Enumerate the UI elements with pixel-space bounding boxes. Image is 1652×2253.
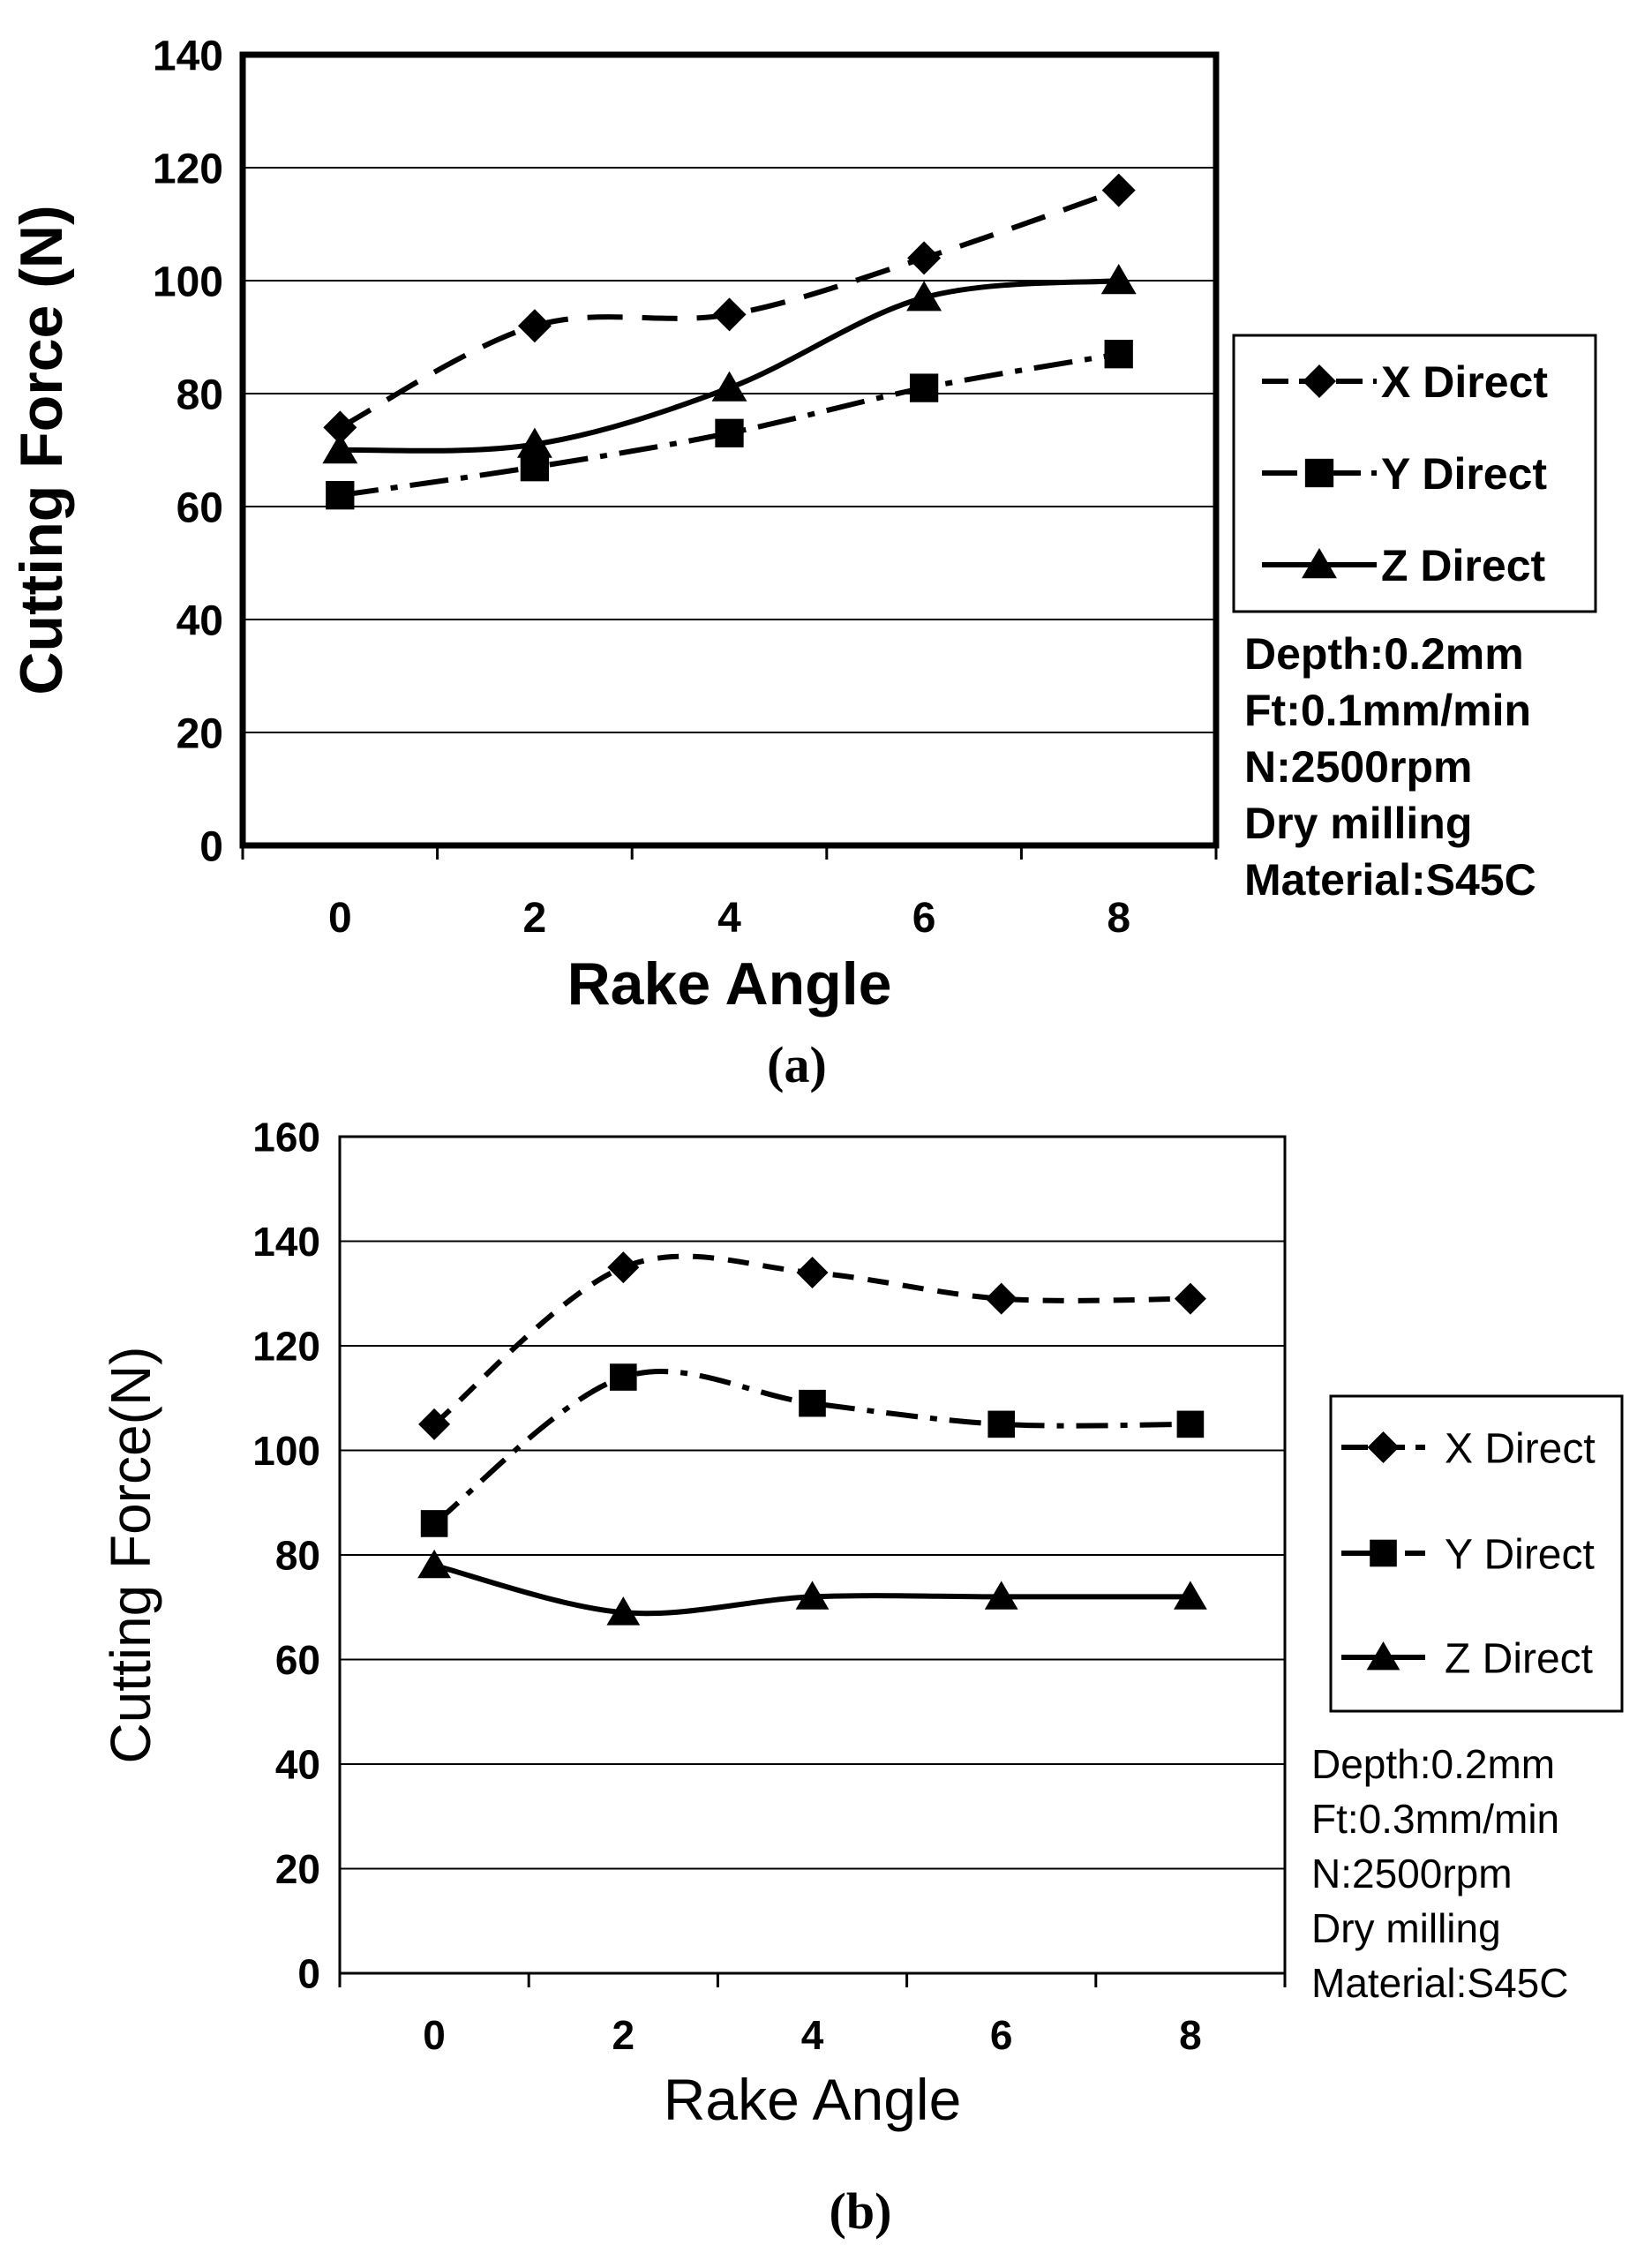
panel-caption: (a) [767, 1036, 827, 1093]
y-tick-label: 60 [176, 484, 223, 531]
data-point-square [1104, 340, 1133, 369]
x-tick-label: 6 [990, 2012, 1013, 2058]
x-axis-title: Rake Angle [567, 950, 892, 1018]
panel-caption: (b) [830, 2182, 892, 2240]
data-point-triangle [1100, 264, 1137, 295]
y-tick-label: 120 [252, 1324, 320, 1370]
legend-marker-triangle [1366, 1641, 1400, 1671]
legend-marker-square [1304, 458, 1334, 488]
data-point-diamond [323, 410, 357, 445]
y-tick-label: 80 [275, 1533, 320, 1579]
data-point-triangle [795, 1581, 830, 1610]
legend-label: Y Direct [1381, 449, 1547, 499]
data-point-triangle [417, 1549, 451, 1579]
x-axis-title: Rake Angle [664, 2067, 962, 2132]
legend-marker-diamond [1367, 1431, 1400, 1463]
annotation-line: Material:S45C [1311, 1960, 1568, 2006]
legend-marker-diamond [1303, 364, 1336, 398]
data-point-diamond [985, 1282, 1017, 1315]
legend-marker-triangle [1302, 548, 1337, 579]
data-point-triangle [984, 1581, 1018, 1610]
y-tick-label: 0 [199, 823, 223, 870]
y-tick-label: 160 [252, 1115, 320, 1160]
x-tick-label: 2 [523, 895, 547, 942]
legend-label: X Direct [1445, 1425, 1596, 1472]
y-axis-title: Cutting Force(N) [99, 1347, 162, 1764]
legend-marker-square [1370, 1539, 1397, 1567]
x-tick-label: 4 [801, 2012, 824, 2058]
x-tick-label: 4 [717, 895, 741, 942]
y-tick-label: 100 [252, 1428, 320, 1474]
data-point-diamond [796, 1257, 829, 1289]
y-tick-label: 120 [153, 146, 223, 192]
annotation-line: Depth:0.2mm [1311, 1741, 1555, 1787]
data-point-square [420, 1510, 448, 1537]
data-point-square [1176, 1410, 1205, 1438]
data-point-square [326, 481, 355, 510]
y-tick-label: 80 [176, 372, 223, 418]
data-point-square [987, 1410, 1015, 1438]
data-point-triangle [516, 427, 552, 458]
data-point-diamond [607, 1251, 640, 1284]
chart-panel-b: 0 20 40 60 80 100 120 140 160 0 2 4 6 8 Rake Angle Cutt… [99, 1115, 1624, 2240]
y-tick-label: 20 [275, 1846, 320, 1892]
y-axis-title: Cutting Force (N) [8, 205, 75, 695]
y-tick-label: 40 [176, 597, 223, 644]
x-tick-label: 6 [912, 895, 936, 942]
data-point-triangle [322, 433, 358, 464]
data-point-diamond [1174, 1282, 1206, 1315]
annotation-line: Dry milling [1311, 1905, 1501, 1951]
data-point-diamond [1101, 173, 1136, 207]
data-point-triangle [1174, 1581, 1207, 1610]
annotation-line: Dry milling [1244, 799, 1472, 848]
plot-frame [338, 1135, 1287, 1975]
y-tick-label: 100 [153, 259, 223, 305]
series-line-square [339, 351, 1120, 499]
annotation-line: Depth:0.2mm [1244, 629, 1524, 679]
data-point-square [909, 373, 939, 402]
legend-label: Y Direct [1445, 1531, 1595, 1578]
x-tick-label: 0 [423, 2012, 446, 2058]
data-point-diamond [418, 1408, 451, 1440]
legend-label: Z Direct [1445, 1635, 1593, 1682]
annotation-line: Ft:0.3mm/min [1311, 1796, 1559, 1842]
plot-frame [239, 51, 1220, 849]
annotation-line: N:2500rpm [1311, 1851, 1513, 1896]
data-point-triangle [711, 371, 747, 402]
data-point-square [715, 418, 744, 447]
x-tick-label: 8 [1107, 895, 1130, 942]
x-tick-label: 0 [328, 895, 352, 942]
y-tick-label: 140 [153, 33, 223, 79]
annotation-line: Material:S45C [1244, 855, 1536, 905]
chart-panel-a: 0 20 40 60 80 100 120 140 0 2 4 6 8 Rake Angle Cutting… [8, 33, 1597, 1093]
legend-label: Z Direct [1381, 541, 1546, 590]
x-tick-label: 2 [612, 2012, 635, 2058]
y-tick-label: 0 [297, 1951, 320, 1997]
y-tick-label: 20 [176, 710, 223, 757]
annotation-line: N:2500rpm [1244, 742, 1472, 792]
data-point-square [610, 1363, 637, 1391]
legend-label: X Direct [1381, 357, 1548, 407]
data-point-triangle [906, 281, 942, 312]
data-point-triangle [606, 1596, 641, 1626]
y-tick-label: 140 [252, 1219, 320, 1265]
y-tick-label: 40 [275, 1742, 320, 1788]
annotation-line: Ft:0.1mm/min [1244, 686, 1531, 735]
y-tick-label: 60 [275, 1637, 320, 1683]
x-tick-label: 8 [1179, 2012, 1202, 2058]
data-point-diamond [517, 309, 552, 343]
data-point-square [799, 1389, 826, 1417]
data-point-diamond [907, 241, 942, 275]
data-point-diamond [712, 297, 747, 332]
